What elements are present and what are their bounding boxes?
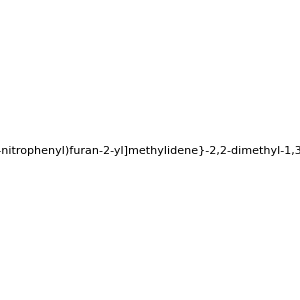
Text: 5-{[5-(4-Chloro-3-nitrophenyl)furan-2-yl]methylidene}-2,2-dimethyl-1,3-dioxane-4: 5-{[5-(4-Chloro-3-nitrophenyl)furan-2-yl… (0, 146, 300, 157)
